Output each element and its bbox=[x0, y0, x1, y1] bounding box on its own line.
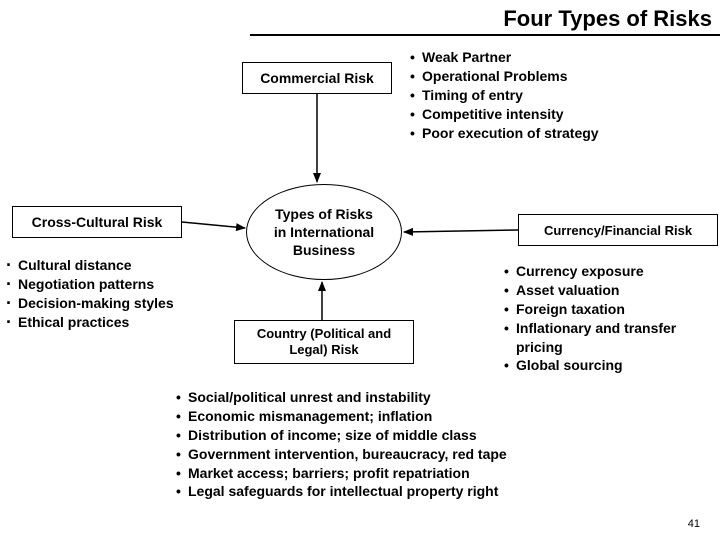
bullet-text: Cultural distance bbox=[18, 256, 132, 275]
node-currency-risk: Currency/Financial Risk bbox=[518, 214, 718, 246]
bullet-text: Ethical practices bbox=[18, 313, 129, 332]
bullet-text: Foreign taxation bbox=[516, 300, 625, 319]
bullet-marker: • bbox=[410, 67, 422, 86]
bullet-marker: • bbox=[504, 281, 516, 300]
bullet-item: ·Cultural distance bbox=[6, 256, 226, 275]
bullet-marker: • bbox=[504, 319, 516, 357]
bullet-item: •Market access; barriers; profit repatri… bbox=[176, 464, 656, 483]
bullet-item: •Foreign taxation bbox=[504, 300, 720, 319]
title-underline bbox=[250, 34, 720, 36]
bullet-text: Poor execution of strategy bbox=[422, 124, 599, 143]
bullet-text: Negotiation patterns bbox=[18, 275, 154, 294]
bullet-text: Operational Problems bbox=[422, 67, 567, 86]
bullet-text: Weak Partner bbox=[422, 48, 511, 67]
bullet-item: ·Ethical practices bbox=[6, 313, 226, 332]
bullet-text: Timing of entry bbox=[422, 86, 523, 105]
bullet-item: •Poor execution of strategy bbox=[410, 124, 710, 143]
bullet-marker: • bbox=[176, 445, 188, 464]
bullet-text: Economic mismanagement; inflation bbox=[188, 407, 432, 426]
bullet-marker: • bbox=[176, 407, 188, 426]
bullet-item: •Global sourcing bbox=[504, 356, 720, 375]
center-line-1: Types of Risks bbox=[274, 205, 374, 223]
bullet-text: Currency exposure bbox=[516, 262, 644, 281]
bullet-item: •Operational Problems bbox=[410, 67, 710, 86]
bullet-text: Social/political unrest and instability bbox=[188, 388, 431, 407]
edge-crosscultural-center bbox=[182, 222, 245, 228]
bullet-marker: • bbox=[410, 124, 422, 143]
center-line-2: in International bbox=[274, 223, 374, 241]
bullet-marker: • bbox=[504, 262, 516, 281]
bullet-item: •Timing of entry bbox=[410, 86, 710, 105]
bullets-currency: •Currency exposure•Asset valuation•Forei… bbox=[504, 262, 720, 375]
bullet-text: Inflationary and transfer pricing bbox=[516, 319, 720, 357]
node-country-risk: Country (Political and Legal) Risk bbox=[234, 320, 414, 364]
bullet-text: Decision-making styles bbox=[18, 294, 174, 313]
bullet-marker: · bbox=[6, 313, 18, 332]
bullets-country: •Social/political unrest and instability… bbox=[176, 388, 656, 501]
bullet-item: •Social/political unrest and instability bbox=[176, 388, 656, 407]
bullet-text: Global sourcing bbox=[516, 356, 623, 375]
bullet-item: •Inflationary and transfer pricing bbox=[504, 319, 720, 357]
bullet-text: Distribution of income; size of middle c… bbox=[188, 426, 477, 445]
bullet-marker: • bbox=[176, 388, 188, 407]
bullet-marker: · bbox=[6, 256, 18, 275]
node-label: Commercial Risk bbox=[260, 70, 374, 86]
bullet-item: •Government intervention, bureaucracy, r… bbox=[176, 445, 656, 464]
bullet-marker: • bbox=[176, 426, 188, 445]
bullet-marker: • bbox=[410, 86, 422, 105]
bullet-item: •Weak Partner bbox=[410, 48, 710, 67]
bullet-text: Market access; barriers; profit repatria… bbox=[188, 464, 470, 483]
bullet-marker: • bbox=[176, 464, 188, 483]
node-center: Types of Risks in International Business bbox=[246, 184, 402, 280]
node-label: Country (Political and Legal) Risk bbox=[243, 326, 405, 357]
bullet-marker: • bbox=[504, 300, 516, 319]
page-title: Four Types of Risks bbox=[503, 6, 712, 32]
bullet-item: •Asset valuation bbox=[504, 281, 720, 300]
bullet-text: Asset valuation bbox=[516, 281, 619, 300]
bullet-item: •Competitive intensity bbox=[410, 105, 710, 124]
node-cross-cultural-risk: Cross-Cultural Risk bbox=[12, 206, 182, 238]
bullets-cross-cultural: ·Cultural distance·Negotiation patterns·… bbox=[6, 256, 226, 332]
bullet-marker: · bbox=[6, 294, 18, 313]
bullet-text: Legal safeguards for intellectual proper… bbox=[188, 482, 498, 501]
bullets-commercial: •Weak Partner•Operational Problems•Timin… bbox=[410, 48, 710, 142]
bullet-text: Competitive intensity bbox=[422, 105, 564, 124]
bullet-item: ·Decision-making styles bbox=[6, 294, 226, 313]
bullet-item: ·Negotiation patterns bbox=[6, 275, 226, 294]
bullet-marker: • bbox=[504, 356, 516, 375]
bullet-marker: • bbox=[176, 482, 188, 501]
node-commercial-risk: Commercial Risk bbox=[242, 62, 392, 94]
slide-number: 41 bbox=[688, 518, 700, 530]
bullet-marker: • bbox=[410, 48, 422, 67]
bullet-item: •Economic mismanagement; inflation bbox=[176, 407, 656, 426]
bullet-marker: · bbox=[6, 275, 18, 294]
center-line-3: Business bbox=[274, 241, 374, 259]
bullet-item: •Distribution of income; size of middle … bbox=[176, 426, 656, 445]
bullet-item: •Legal safeguards for intellectual prope… bbox=[176, 482, 656, 501]
node-label: Currency/Financial Risk bbox=[544, 223, 692, 238]
edge-currency-center bbox=[404, 230, 518, 232]
bullet-item: •Currency exposure bbox=[504, 262, 720, 281]
bullet-marker: • bbox=[410, 105, 422, 124]
node-label: Cross-Cultural Risk bbox=[32, 214, 163, 230]
bullet-text: Government intervention, bureaucracy, re… bbox=[188, 445, 507, 464]
